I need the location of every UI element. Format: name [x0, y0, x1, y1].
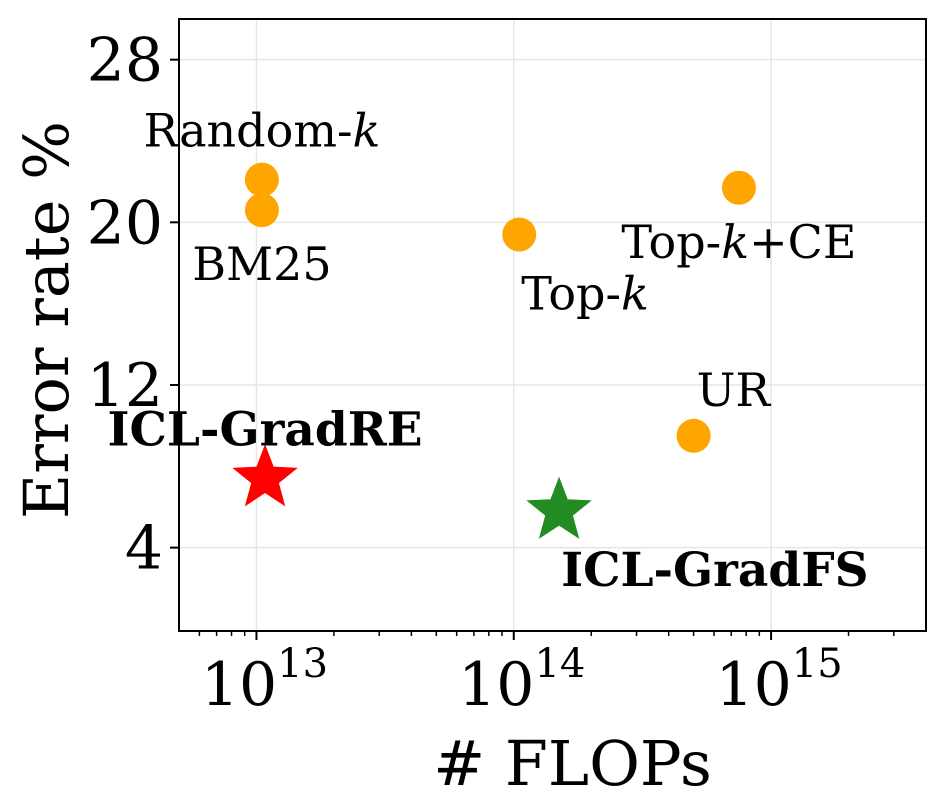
- x-tick-label: 1014: [458, 641, 585, 720]
- x-minor-ticks: [198, 631, 895, 636]
- point-ur: [676, 418, 711, 453]
- label-icl-gradfs: ICL-GradFS: [561, 543, 868, 598]
- y-tick-label: 20: [87, 188, 163, 258]
- y-tick-label: 12: [87, 351, 163, 421]
- grid-lines: [179, 19, 926, 631]
- x-axis-ticks: 1013 1014 1015: [201, 631, 843, 720]
- point-top-k: [502, 217, 537, 252]
- point-random-k: [244, 162, 279, 197]
- label-top-k: Top-k: [521, 267, 649, 321]
- x-tick-label: 1015: [715, 641, 842, 720]
- y-axis-title: Error rate %: [10, 121, 83, 519]
- label-ur: UR: [697, 363, 772, 417]
- label-icl-gradre: ICL-GradRE: [108, 403, 423, 458]
- y-axis-ticks: 4 12 20 28: [87, 26, 179, 584]
- x-axis-title: # FLOPs: [433, 727, 712, 800]
- plot-frame: [178, 18, 927, 632]
- label-random-k: Random-k: [143, 104, 380, 158]
- data-points: [232, 162, 756, 539]
- y-tick-label: 28: [87, 26, 163, 96]
- y-tick-label: 4: [125, 514, 163, 584]
- point-icl-gradfs: [526, 476, 592, 539]
- point-icl-gradre: [232, 444, 298, 507]
- point-top-k-ce: [721, 170, 756, 205]
- label-top-k-ce: Top-k+CE: [621, 215, 856, 269]
- x-tick-label: 1013: [201, 641, 328, 720]
- label-bm25: BM25: [192, 237, 331, 291]
- point-bm25: [244, 193, 279, 228]
